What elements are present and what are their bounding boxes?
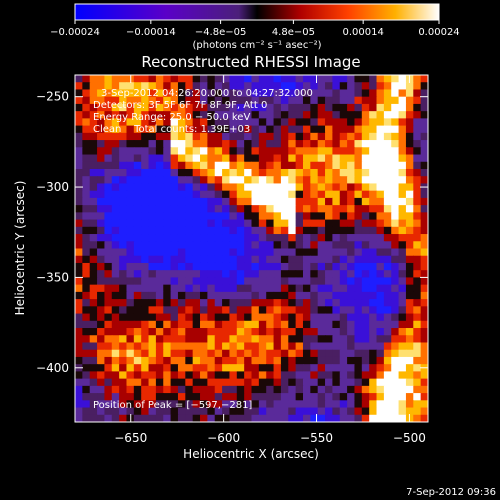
x-tick-label: −500	[393, 431, 426, 445]
heatmap-image	[75, 75, 428, 422]
annotation-time-range: 3-Sep-2012 04:26:20.000 to 04:27:32.000	[101, 88, 313, 99]
y-tick-label: −250	[36, 90, 69, 104]
annotation-energy-range: Energy Range: 25.0 − 50.0 keV	[93, 112, 250, 123]
annotation-detectors: Detectors: 3F 5F 6F 7F 8F 9F, Att 0	[93, 100, 267, 111]
colorbar-tick-label: −0.00014	[126, 27, 176, 38]
colorbar-ticks: −0.00024 −0.00014 −4.8e−05 4.8e−05 0.00014 0.…	[50, 20, 460, 38]
colorbar-tick-label: −0.00024	[50, 27, 100, 38]
y-tick-label: −300	[36, 180, 69, 194]
colorbar-tick-label: −4.8e−05	[195, 27, 247, 38]
annotation-clean: Clean Total counts: 1.39E+03	[93, 124, 250, 135]
y-tick-label: −400	[36, 361, 69, 375]
x-tick-label: −650	[114, 431, 147, 445]
axis-ticks: −650 −600 −550 −500 −250 −300 −350 −400	[36, 75, 428, 445]
colorbar	[75, 4, 439, 20]
footer-date: 7-Sep-2012 09:36	[406, 487, 496, 498]
chart-title: Reconstructed RHESSI Image	[141, 53, 360, 71]
colorbar-tick-label: 4.8e−05	[272, 27, 315, 38]
colorbar-tick-label: 0.00024	[418, 27, 459, 38]
plot-frame	[74, 74, 429, 423]
y-axis-label: Heliocentric Y (arcsec)	[13, 181, 27, 316]
annotation-peak-position: Position of Peak = [−597,−281]	[93, 400, 252, 411]
x-tick-label: −600	[207, 431, 240, 445]
x-axis-label: Heliocentric X (arcsec)	[183, 447, 319, 461]
colorbar-tick-label: 0.00014	[342, 27, 383, 38]
y-tick-label: −350	[36, 270, 69, 284]
x-tick-label: −550	[300, 431, 333, 445]
colorbar-unit-label: (photons cm⁻² s⁻¹ asec⁻²)	[192, 40, 321, 51]
